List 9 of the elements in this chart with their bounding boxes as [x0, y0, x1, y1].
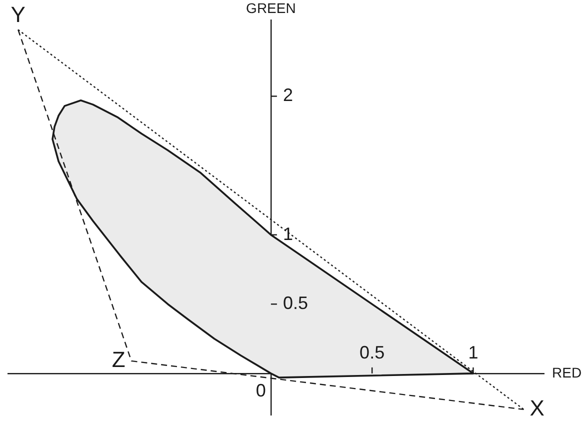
y-tick-label: 2	[282, 85, 293, 106]
annotation: X	[530, 396, 545, 421]
y-tick-label: 0.5	[282, 293, 308, 314]
y-tick-label: 1	[282, 224, 293, 244]
annotation: 0	[256, 380, 266, 400]
y-axis-title: GREEN	[246, 0, 296, 16]
x-axis-title: RED	[552, 364, 582, 380]
annotation: Z	[112, 347, 126, 372]
annotation: Y	[10, 2, 26, 27]
